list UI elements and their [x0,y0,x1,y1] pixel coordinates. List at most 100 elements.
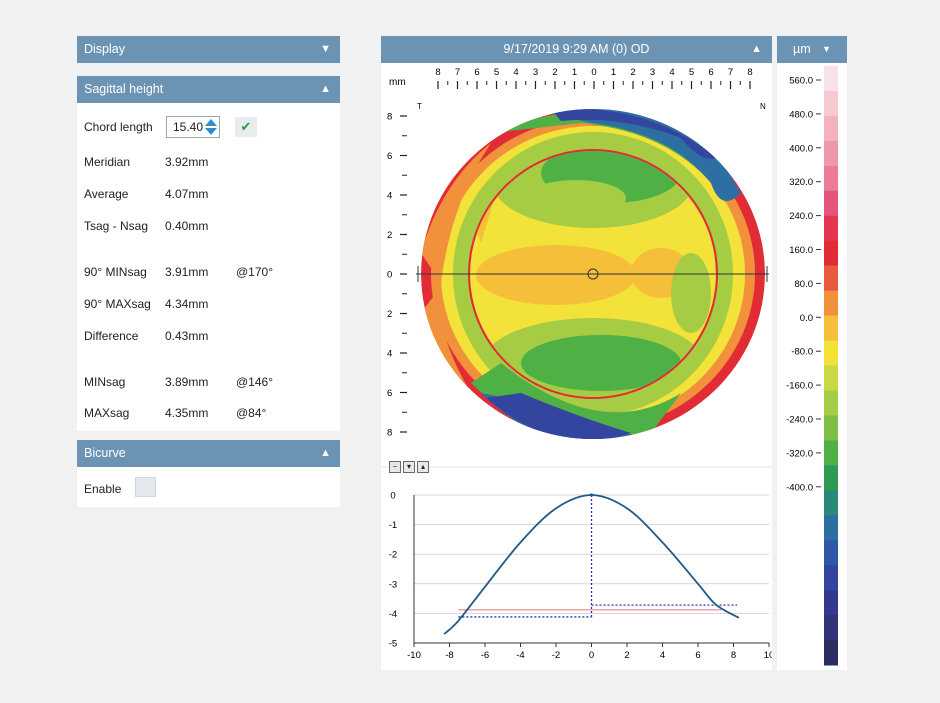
scale-label: -320.0 [786,448,813,459]
collapse-icon[interactable]: − [389,461,401,473]
row-label: Average [84,187,129,201]
color-scale-panel: 560.0 480.0 400.0 320.0 240.0 160.0 80.0 0.0 -80… [777,63,847,670]
chevron-up-icon[interactable]: ▲ [320,83,331,95]
left-tick-label: 8 [387,428,392,439]
x-tick-label: 2 [624,650,629,661]
map-panel-header[interactable]: 9/17/2019 9:29 AM (0) OD ▲ [381,36,772,63]
scale-swatch [824,365,838,391]
row-label: Difference [84,329,139,343]
scale-swatch [824,315,838,342]
y-tick-label: -1 [389,520,397,531]
scale-swatch [824,440,838,466]
top-tick-label: 5 [494,67,499,78]
chevron-up-icon[interactable]: ▲ [320,447,331,459]
scale-swatch [824,415,838,441]
chord-length-label: Chord length [84,120,153,134]
scale-label: 560.0 [789,76,813,87]
scale-swatch [824,90,838,117]
row-label: 90° MINsag [84,265,147,279]
bicurve-panel-header[interactable]: Bicurve ▲ [77,440,340,467]
bicurve-title: Bicurve [84,446,126,460]
x-tick-label: -4 [516,650,524,661]
top-tick-label: 3 [533,67,538,78]
left-tick-label: 6 [387,388,392,399]
scale-swatch [824,265,838,292]
scale-swatch [824,190,838,217]
x-tick-label: 10 [764,650,772,661]
scale-swatch [824,590,838,616]
unit-label: mm [389,77,406,88]
scale-label: 400.0 [789,143,813,154]
scale-swatch [824,465,838,491]
scale-label: 80.0 [795,279,814,290]
scale-swatch [824,66,838,92]
scale-label: -160.0 [786,381,813,392]
sagittal-title: Sagittal height [84,82,164,96]
top-tick-label: 0 [591,67,596,78]
scale-swatch [824,165,838,192]
scale-unit: µm [793,42,811,56]
row-value: 0.40mm [165,219,209,233]
top-tick-label: 4 [513,67,518,78]
color-scale-svg: 560.0 480.0 400.0 320.0 240.0 160.0 80.0 0.0 -80… [786,66,838,666]
enable-checkbox[interactable] [135,477,156,497]
x-tick-label: -2 [552,650,560,661]
left-axis: 8 6 4 2 0 2 4 6 8 [387,112,407,439]
x-tick-label: 8 [731,650,736,661]
left-tick-label: 6 [387,151,392,162]
chord-length-value: 15.40 [173,120,204,134]
scale-swatch [824,140,838,167]
sagittal-panel-header[interactable]: Sagittal height ▲ [77,76,340,103]
display-title: Display [84,42,125,56]
left-tick-label: 4 [387,349,392,360]
chevron-up-icon[interactable]: ▲ [751,43,762,55]
expand-down-icon[interactable]: ▾ [403,461,415,473]
top-tick-label: 2 [552,67,557,78]
scale-label: -240.0 [786,415,813,426]
top-tick-label: 5 [689,67,694,78]
y-tick-label: -3 [389,579,397,590]
enable-label: Enable [84,482,122,496]
x-tick-label: 4 [660,650,665,661]
x-tick-label: -6 [481,650,489,661]
scale-swatch [824,515,838,541]
display-panel-header[interactable]: Display ▼ [77,36,340,63]
top-tick-label: 8 [435,67,440,78]
scale-swatch [824,240,838,267]
expand-up-icon[interactable]: ▴ [417,461,429,473]
row-label: 90° MAXsag [84,297,151,311]
top-tick-label: 3 [650,67,655,78]
top-tick-label: 6 [474,67,479,78]
apex-point [589,493,594,497]
stepper-arrows[interactable] [204,118,218,136]
row-angle: @170° [236,265,274,279]
scale-swatch [824,565,838,591]
scale-swatch [824,115,838,142]
scale-swatch [824,290,838,317]
apply-button[interactable]: ✔ [235,117,257,137]
row-angle: @84° [236,406,267,420]
chord-length-stepper[interactable]: 15.40 [166,116,220,138]
stepper-up-icon[interactable] [205,119,217,126]
top-tick-label: 1 [572,67,577,78]
y-tick-label: -2 [389,550,397,561]
scale-panel-header[interactable]: µm ▼ [777,36,847,63]
scale-swatch [824,390,838,416]
chevron-down-icon[interactable]: ▼ [822,44,831,54]
row-label: Tsag - Nsag [84,219,149,233]
top-tick-label: 2 [630,67,635,78]
row-label: Meridian [84,155,131,169]
row-value: 4.35mm [165,406,209,420]
chevron-down-icon[interactable]: ▼ [320,43,331,55]
top-tick-label: 8 [747,67,752,78]
x-tick-label: -8 [445,650,453,661]
y-tick-label: 0 [390,491,395,502]
top-tick-label: 7 [728,67,733,78]
row-value: 0.43mm [165,329,209,343]
y-tick-label: -4 [389,609,397,620]
stepper-down-icon[interactable] [205,128,217,135]
scale-swatch [824,340,838,366]
row-label: MINsag [84,375,126,389]
